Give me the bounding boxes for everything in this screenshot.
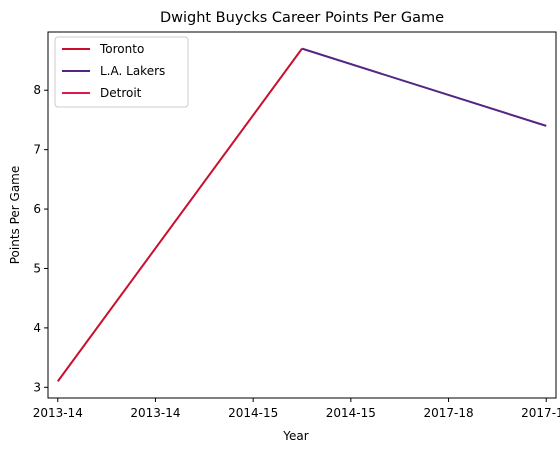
legend-label: L.A. Lakers (100, 64, 165, 78)
plot-frame (47, 31, 557, 399)
y-tick-label: 5 (33, 261, 41, 275)
x-axis: 2013-14 2013-14 2014-15 2014-15 2017-18 2017-… (33, 398, 560, 420)
x-tick-label: 2013-14 (130, 406, 180, 420)
x-tick-label: 2014-15 (326, 406, 376, 420)
legend-box (54, 36, 189, 108)
y-tick-label: 4 (33, 321, 41, 335)
y-tick-label: 7 (33, 143, 41, 157)
x-tick-label: 2013-14 (33, 406, 83, 420)
x-tick-label: 2017-18 (521, 406, 560, 420)
chart-title: Dwight Buycks Career Points Per Game (160, 10, 444, 26)
x-tick-label: 2014-15 (228, 406, 278, 420)
x-axis-title: Year (282, 429, 308, 443)
legend-label: Toronto (99, 42, 144, 56)
y-axis-title: Points Per Game (8, 166, 22, 265)
legend-label: Detroit (100, 86, 142, 100)
y-axis: 3 4 5 6 7 8 (33, 83, 48, 394)
y-tick-label: 3 (33, 380, 41, 394)
x-tick-label: 2017-18 (423, 406, 473, 420)
y-tick-label: 6 (33, 202, 41, 216)
series-lines (56, 47, 547, 382)
series-line-l-a-lakers (301, 47, 547, 127)
legend: Toronto L.A. Lakers Detroit (54, 36, 189, 108)
y-tick-label: 8 (33, 83, 41, 97)
series-line-toronto (56, 48, 303, 382)
